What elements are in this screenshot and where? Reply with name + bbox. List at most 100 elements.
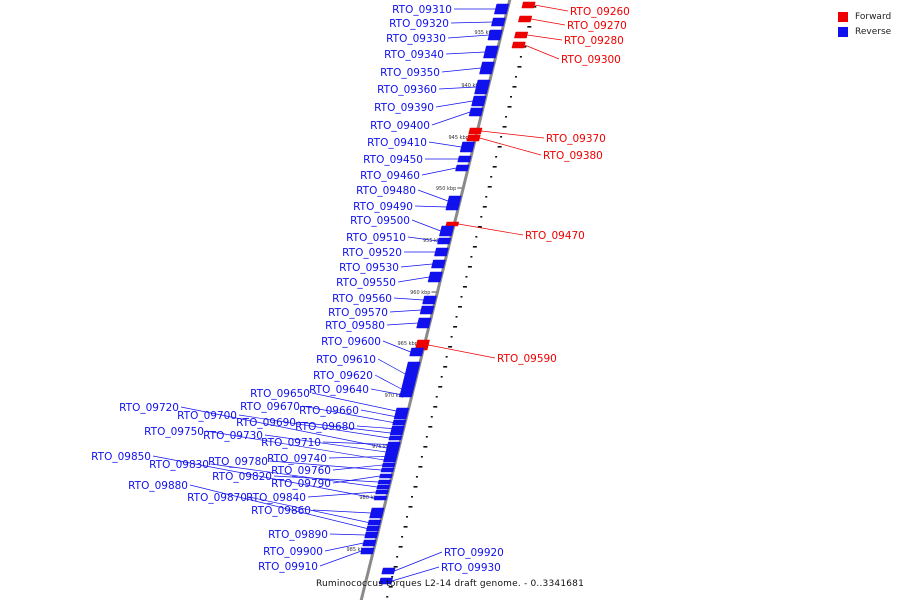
gene-feature[interactable] <box>393 413 408 420</box>
gene-label[interactable]: RTO_09700 <box>177 410 237 422</box>
gene-label[interactable]: RTO_09900 <box>263 546 323 558</box>
gene-label[interactable]: RTO_09790 <box>271 478 331 490</box>
gene-feature[interactable] <box>419 305 435 315</box>
gene-label[interactable]: RTO_09850 <box>91 451 151 463</box>
gene-feature[interactable] <box>487 29 503 41</box>
gene-label[interactable]: RTO_09520 <box>342 247 402 259</box>
gene-label[interactable]: RTO_09370 <box>546 133 606 145</box>
gene-label[interactable]: RTO_09890 <box>268 529 328 541</box>
gene-label[interactable]: RTO_09320 <box>389 18 449 30</box>
gene-feature[interactable] <box>377 479 392 485</box>
gene-label[interactable]: RTO_09840 <box>246 492 306 504</box>
gene-feature[interactable] <box>431 259 446 269</box>
gene-label[interactable]: RTO_09590 <box>497 353 557 365</box>
gene-feature[interactable] <box>491 17 506 27</box>
gene-label[interactable]: RTO_09910 <box>258 561 318 573</box>
gene-feature[interactable] <box>521 1 536 9</box>
gene-label[interactable]: RTO_09450 <box>363 154 423 166</box>
gene-feature[interactable] <box>369 507 385 519</box>
gene-feature[interactable] <box>385 449 399 455</box>
gene-label[interactable]: RTO_09490 <box>353 201 413 213</box>
gene-feature[interactable] <box>479 61 495 75</box>
gene-label[interactable]: RTO_09330 <box>386 33 446 45</box>
gene-feature[interactable] <box>365 525 380 532</box>
gene-label[interactable]: RTO_09740 <box>267 453 327 465</box>
gene-label[interactable]: RTO_09830 <box>149 459 209 471</box>
gene-label[interactable]: RTO_09820 <box>212 471 272 483</box>
gene-label[interactable]: RTO_09660 <box>299 405 359 417</box>
gene-label[interactable]: RTO_09680 <box>295 421 355 433</box>
gene-feature[interactable] <box>459 141 475 153</box>
gene-label[interactable]: RTO_09510 <box>346 232 406 244</box>
gene-feature[interactable] <box>399 391 414 398</box>
gene-feature[interactable] <box>389 430 404 436</box>
gene-feature[interactable] <box>466 134 481 142</box>
gene-label[interactable]: RTO_09410 <box>367 137 427 149</box>
gene-label[interactable]: RTO_09280 <box>564 35 624 47</box>
gene-feature[interactable] <box>373 495 388 501</box>
gene-feature[interactable] <box>439 225 455 237</box>
gene-feature[interactable] <box>376 484 391 490</box>
gene-label[interactable]: RTO_09580 <box>325 320 385 332</box>
gene-label[interactable]: RTO_09470 <box>525 230 585 242</box>
gene-label[interactable]: RTO_09350 <box>380 67 440 79</box>
gene-label[interactable]: RTO_09360 <box>377 84 437 96</box>
gene-label[interactable]: RTO_09730 <box>203 430 263 442</box>
gene-label[interactable]: RTO_09570 <box>328 307 388 319</box>
gene-feature[interactable] <box>367 519 382 526</box>
gene-label[interactable]: RTO_09650 <box>250 388 310 400</box>
gene-feature[interactable] <box>474 79 491 95</box>
gene-feature[interactable] <box>392 419 407 426</box>
gene-feature[interactable] <box>409 347 424 357</box>
gene-feature[interactable] <box>394 407 410 415</box>
gene-feature[interactable] <box>378 577 394 585</box>
gene-label[interactable]: RTO_09760 <box>271 465 331 477</box>
gene-label[interactable]: RTO_09620 <box>313 370 373 382</box>
gene-feature[interactable] <box>468 127 483 135</box>
gene-feature[interactable] <box>493 3 510 15</box>
gene-feature[interactable] <box>360 547 375 555</box>
gene-label[interactable]: RTO_09460 <box>360 170 420 182</box>
gene-feature[interactable] <box>468 107 484 117</box>
gene-label[interactable]: RTO_09930 <box>441 562 501 574</box>
gene-feature[interactable] <box>437 237 452 245</box>
gene-label[interactable]: RTO_09310 <box>392 4 452 16</box>
gene-label[interactable]: RTO_09880 <box>128 480 188 492</box>
gene-feature[interactable] <box>416 317 432 329</box>
gene-label[interactable]: RTO_09270 <box>567 20 627 32</box>
gene-feature[interactable] <box>414 339 430 351</box>
gene-label[interactable]: RTO_09500 <box>350 215 410 227</box>
gene-label[interactable]: RTO_09600 <box>321 336 381 348</box>
gene-label[interactable]: RTO_09400 <box>370 120 430 132</box>
gene-label[interactable]: RTO_09640 <box>309 384 369 396</box>
gene-label[interactable]: RTO_09610 <box>316 354 376 366</box>
gene-feature[interactable] <box>381 567 396 575</box>
gene-label[interactable]: RTO_09560 <box>332 293 392 305</box>
gene-feature[interactable] <box>375 489 389 495</box>
gene-feature[interactable] <box>517 15 533 23</box>
gene-feature[interactable] <box>455 164 470 172</box>
gene-label[interactable]: RTO_09390 <box>374 102 434 114</box>
gene-label[interactable]: RTO_09920 <box>444 547 504 559</box>
gene-feature[interactable] <box>457 155 472 163</box>
gene-feature[interactable] <box>511 41 526 49</box>
gene-label[interactable]: RTO_09780 <box>208 456 268 468</box>
gene-feature[interactable] <box>362 539 377 547</box>
gene-label[interactable]: RTO_09670 <box>240 401 300 413</box>
gene-label[interactable]: RTO_09860 <box>251 505 311 517</box>
gene-feature[interactable] <box>379 473 393 479</box>
gene-feature[interactable] <box>422 295 437 305</box>
gene-label[interactable]: RTO_09530 <box>339 262 399 274</box>
gene-feature[interactable] <box>400 385 415 393</box>
gene-label[interactable]: RTO_09340 <box>384 49 444 61</box>
gene-feature[interactable] <box>381 462 396 468</box>
gene-label[interactable]: RTO_09550 <box>336 277 396 289</box>
gene-feature[interactable] <box>483 45 499 59</box>
gene-feature[interactable] <box>427 271 443 283</box>
gene-label[interactable]: RTO_09260 <box>570 6 630 18</box>
gene-label[interactable]: RTO_09690 <box>236 417 296 429</box>
gene-label[interactable]: RTO_09380 <box>543 150 603 162</box>
gene-feature[interactable] <box>445 221 460 227</box>
gene-feature[interactable] <box>471 95 487 107</box>
gene-label[interactable]: RTO_09870 <box>187 492 247 504</box>
